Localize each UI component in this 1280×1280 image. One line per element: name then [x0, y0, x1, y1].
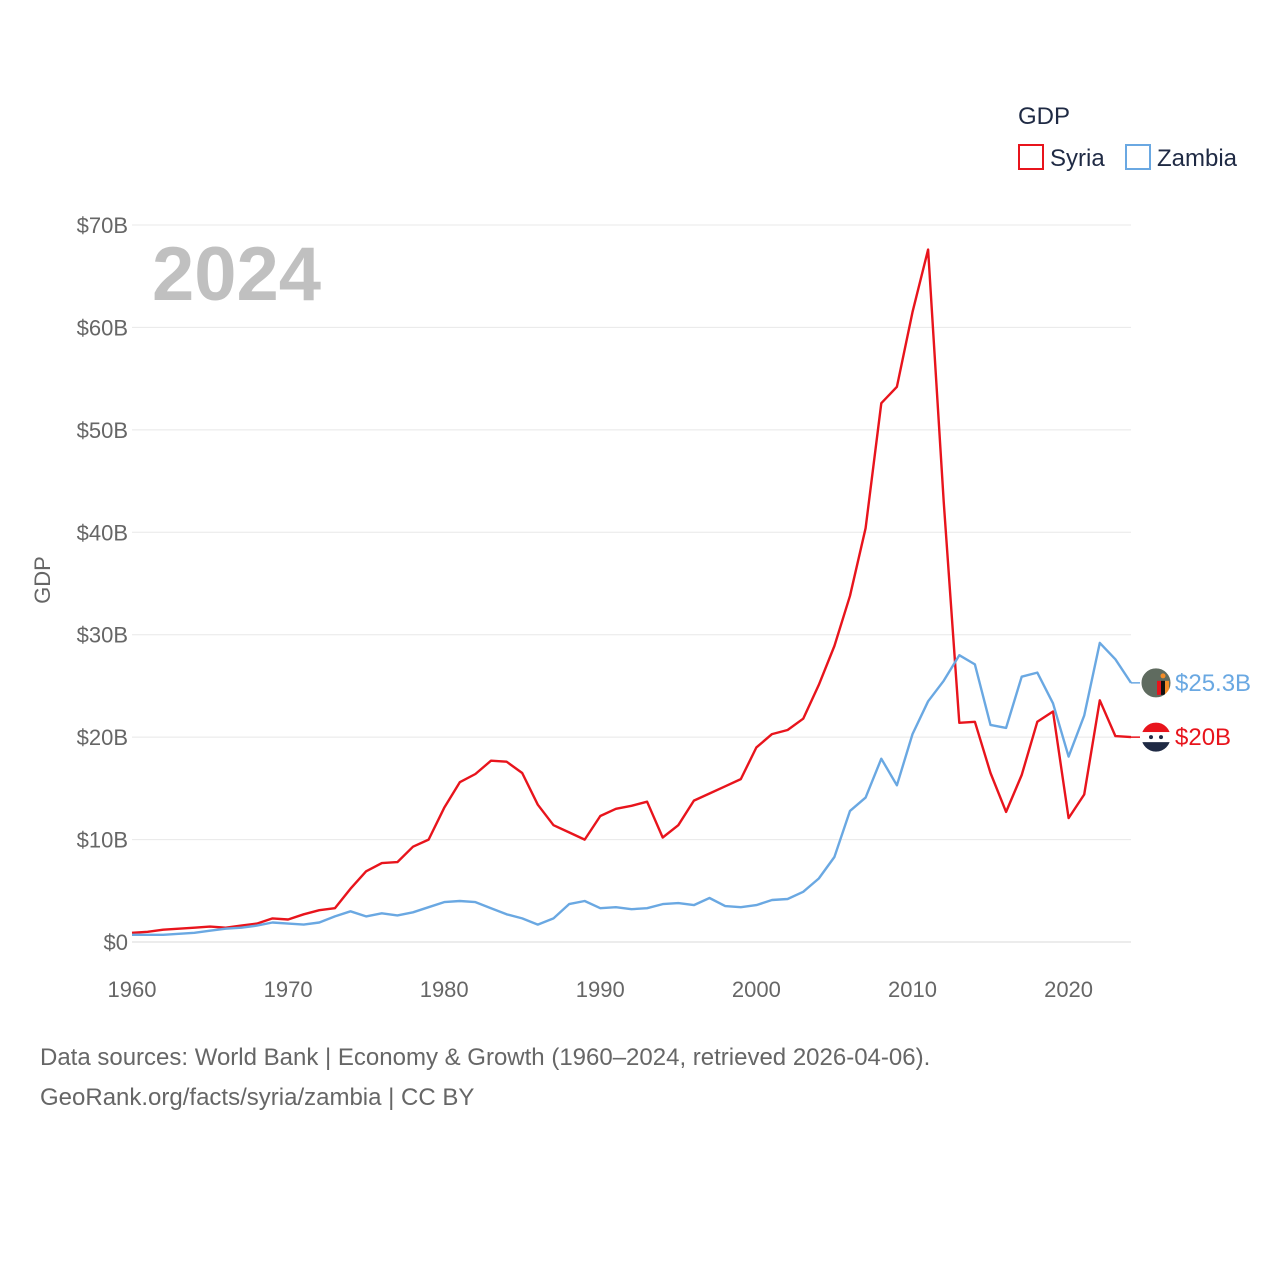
y-tick-label: $70B [77, 213, 128, 238]
legend-label-zambia[interactable]: Zambia [1157, 145, 1238, 172]
x-tick-label: 1980 [420, 977, 469, 1002]
footer-sources: Data sources: World Bank | Economy & Gro… [40, 1044, 931, 1071]
y-tick-label: $20B [77, 725, 128, 750]
gridlines [132, 224, 1131, 943]
series-line-syria[interactable] [131, 248, 1132, 934]
legend-swatch-syria[interactable] [1018, 144, 1044, 170]
legend-label-syria[interactable]: Syria [1050, 145, 1105, 172]
series-lines [131, 248, 1133, 936]
end-labels: $20B $25.3B [1131, 667, 1251, 753]
x-tick-label: 2000 [732, 977, 781, 1002]
y-tick-label: $40B [77, 520, 128, 545]
legend-title: GDP [1018, 103, 1070, 130]
y-tick-label: $50B [77, 418, 128, 443]
x-tick-label: 2020 [1044, 977, 1093, 1002]
year-label: 2024 [152, 232, 321, 317]
x-axis-ticks: 1960 1970 1980 1990 2000 2010 2020 [108, 977, 1094, 1002]
footer-attribution[interactable]: GeoRank.org/facts/syria/zambia | CC BY [40, 1084, 475, 1111]
legend: GDP Syria Zambia [1018, 103, 1238, 172]
x-tick-label: 2010 [888, 977, 937, 1002]
y-tick-label: $0 [104, 930, 128, 955]
y-tick-label: $30B [77, 623, 128, 648]
y-axis-title: GDP [30, 556, 55, 604]
x-tick-label: 1970 [264, 977, 313, 1002]
y-tick-label: $60B [77, 315, 128, 340]
x-tick-label: 1960 [108, 977, 157, 1002]
end-label-syria: $20B [1175, 724, 1231, 751]
zambia-flag-icon [1140, 667, 1172, 699]
syria-flag-icon [1140, 721, 1172, 753]
x-tick-label: 1990 [576, 977, 625, 1002]
y-tick-label: $10B [77, 828, 128, 853]
end-label-zambia: $25.3B [1175, 670, 1251, 697]
series-line-zambia[interactable] [132, 641, 1133, 936]
y-axis-ticks: $0 $10B $20B $30B $40B $50B $60B $70B [77, 213, 128, 955]
legend-swatch-zambia[interactable] [1125, 144, 1151, 170]
